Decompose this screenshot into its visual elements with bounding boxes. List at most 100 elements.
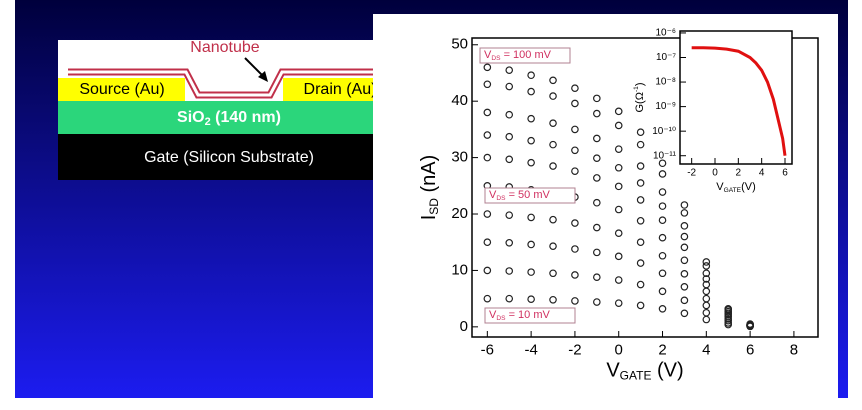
point bbox=[702, 258, 711, 266]
point bbox=[571, 146, 579, 155]
y-tick-label: 10⁻⁶ bbox=[655, 28, 676, 39]
annotation-box bbox=[479, 47, 571, 64]
point bbox=[636, 162, 645, 170]
point bbox=[658, 188, 667, 196]
x-axis-label-sub: GATE bbox=[620, 369, 652, 383]
point bbox=[614, 299, 623, 307]
x-axis-label: VGATE(V) bbox=[716, 181, 755, 194]
point bbox=[614, 121, 623, 130]
x-axis-label-main: V bbox=[716, 181, 724, 193]
x-tick-label: 2 bbox=[736, 168, 742, 179]
x-tick-label: -2 bbox=[568, 341, 581, 358]
y-tick-label: 30 bbox=[451, 149, 468, 166]
arrow-head bbox=[258, 71, 268, 82]
x-axis-label-main: V bbox=[606, 360, 620, 382]
annotation: VDS = 50 mV bbox=[489, 189, 551, 202]
point bbox=[658, 287, 667, 296]
y-tick-label: 10⁻⁷ bbox=[656, 52, 676, 63]
point bbox=[614, 229, 623, 237]
point bbox=[593, 94, 601, 103]
point bbox=[658, 269, 667, 278]
point bbox=[593, 109, 601, 118]
point bbox=[702, 294, 711, 303]
point bbox=[680, 309, 689, 318]
source-pad bbox=[58, 78, 185, 101]
point bbox=[614, 182, 623, 191]
point bbox=[549, 140, 557, 149]
gate-label: Gate (Silicon Substrate) bbox=[144, 149, 314, 166]
point bbox=[658, 233, 667, 242]
point bbox=[614, 145, 623, 153]
point bbox=[571, 271, 579, 279]
point bbox=[593, 198, 601, 207]
annotation-main: V bbox=[484, 49, 492, 61]
point bbox=[614, 276, 623, 284]
annotation-main: V bbox=[489, 189, 497, 201]
point bbox=[636, 259, 645, 267]
point bbox=[505, 294, 514, 303]
point bbox=[527, 268, 535, 276]
chart: -2 0 2 4 6 10⁻⁶ 10⁻⁷ 10⁻⁸ 10⁻⁹ 10⁻¹⁰ 10⁻¹¹ VGATE(V)… bbox=[633, 28, 793, 194]
y-tick-label: 10⁻¹⁰ bbox=[652, 126, 676, 137]
point bbox=[614, 107, 623, 116]
point bbox=[680, 209, 689, 217]
point bbox=[680, 270, 689, 278]
point bbox=[614, 252, 623, 261]
point bbox=[593, 223, 601, 232]
line bbox=[691, 46, 787, 156]
annotation-box bbox=[484, 187, 576, 204]
point bbox=[702, 275, 711, 283]
point bbox=[527, 136, 535, 145]
x-axis-label: VGATE (V) bbox=[606, 360, 683, 383]
annotation-main: V bbox=[489, 309, 497, 321]
point bbox=[505, 82, 514, 91]
y-tick-label: 50 bbox=[451, 36, 468, 53]
gate-layer bbox=[58, 134, 400, 180]
annotation: VDS = 100 mV bbox=[484, 49, 552, 62]
x-tick-label: -2 bbox=[687, 168, 696, 179]
x-tick-label: 6 bbox=[782, 168, 788, 179]
nanotube-inner bbox=[68, 70, 386, 97]
annotation-box bbox=[484, 307, 576, 324]
point bbox=[527, 240, 535, 249]
y-tick-label: 10⁻⁸ bbox=[655, 77, 676, 88]
point bbox=[549, 92, 557, 100]
point bbox=[636, 280, 645, 289]
point bbox=[636, 216, 645, 225]
point bbox=[483, 266, 492, 275]
annotation: VDS = 10 mV bbox=[489, 309, 551, 322]
y-tick-label: 10 bbox=[451, 261, 468, 278]
point bbox=[571, 84, 579, 93]
source-label: Source (Au) bbox=[79, 81, 164, 98]
device-diagram: Nanotube Source (Au) Drain (Au) SiO2 (14… bbox=[58, 39, 400, 180]
annotation-sub: DS bbox=[491, 55, 501, 62]
point bbox=[658, 170, 667, 178]
point bbox=[571, 245, 579, 253]
point bbox=[527, 295, 535, 304]
point bbox=[702, 269, 711, 278]
y-tick-label: 20 bbox=[451, 205, 468, 222]
point bbox=[593, 273, 601, 282]
point bbox=[571, 167, 579, 175]
point bbox=[636, 179, 645, 187]
point bbox=[702, 280, 711, 289]
point bbox=[549, 162, 557, 170]
drain-label: Drain (Au) bbox=[304, 81, 377, 98]
point bbox=[658, 159, 667, 168]
x-tick-label: 0 bbox=[615, 341, 623, 358]
annotation-suffix: = 10 mV bbox=[506, 309, 551, 321]
point bbox=[636, 140, 645, 149]
x-tick-label: 0 bbox=[712, 168, 718, 179]
y-axis-label-suffix: (nA) bbox=[418, 155, 440, 198]
point bbox=[636, 196, 645, 204]
point bbox=[636, 238, 645, 247]
point bbox=[505, 211, 514, 219]
point bbox=[614, 205, 623, 214]
point bbox=[483, 153, 492, 162]
x-tick-label: -6 bbox=[481, 341, 494, 358]
y-axis-label: G(Ω-1) bbox=[633, 83, 646, 113]
point bbox=[549, 119, 557, 127]
point bbox=[483, 294, 492, 303]
x-tick-label: 8 bbox=[790, 341, 798, 358]
